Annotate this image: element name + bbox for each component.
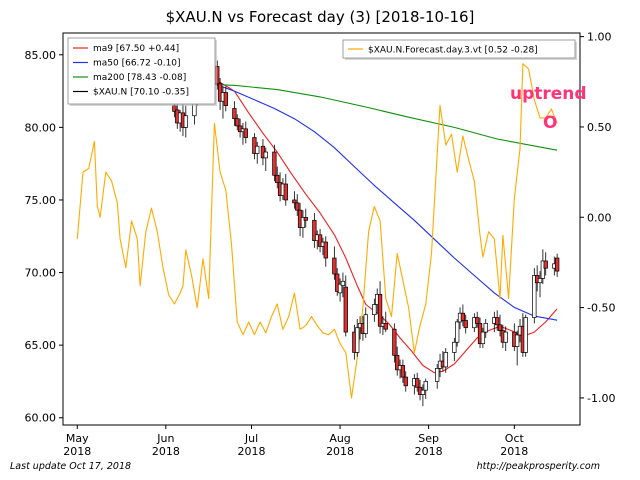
uptrend-annotation: uptrend <box>510 84 587 104</box>
x-tick-month-label: Oct <box>505 432 525 445</box>
x-tick-month-label: Jun <box>156 432 174 445</box>
candle-body <box>483 323 488 333</box>
forecast-legend-box <box>342 39 576 59</box>
candle-body <box>235 118 240 127</box>
candle-body <box>515 334 520 347</box>
legend-entry-label: ma200 [78.43 -0.08] <box>93 73 186 83</box>
x-tick-month-label: Aug <box>329 432 350 445</box>
ma50-line <box>214 83 558 321</box>
candle-body <box>495 317 500 326</box>
candle-body <box>252 137 257 154</box>
candle-body <box>312 219 317 241</box>
candle-body <box>255 145 260 154</box>
forecast-line <box>76 63 558 399</box>
legend-entry-label: ma50 [66.72 -0.10] <box>93 59 181 69</box>
candle-body <box>554 257 560 272</box>
candle-body <box>300 217 306 228</box>
y-left-tick-label: 75.00 <box>25 194 57 207</box>
candle-body <box>463 320 468 329</box>
candle-body <box>243 128 248 138</box>
x-tick-year-label: 2018 <box>415 445 443 458</box>
y-left-tick-label: 80.00 <box>25 121 57 134</box>
plot-frame <box>62 32 581 426</box>
candle-body <box>420 389 426 395</box>
candle-body <box>303 217 308 221</box>
candle-body <box>283 183 288 201</box>
legend-entry-label: $XAU.N [70.10 -0.35] <box>93 88 189 98</box>
axes-layer: 60.00 65.00 70.00 75.00 80.00 85.00 -1.00 -0.50… <box>25 31 616 458</box>
candle-body <box>540 260 546 279</box>
candle-body <box>232 108 237 120</box>
candle-body <box>377 293 383 327</box>
candle-body <box>383 323 388 330</box>
candle-body <box>480 331 486 345</box>
forecast-layer <box>76 63 558 399</box>
candle-body <box>295 202 300 211</box>
candle-body <box>537 278 543 284</box>
x-tick-month-label: May <box>66 432 89 445</box>
candle-body <box>335 273 340 292</box>
legend-entry-label: ma9 [67.50 +0.44] <box>93 44 179 54</box>
x-tick-year-label: 2018 <box>152 445 180 458</box>
candle-body <box>317 234 323 247</box>
candle-body <box>183 115 188 128</box>
candle-body <box>337 283 343 294</box>
candle-body <box>355 327 360 353</box>
candle-body <box>475 317 480 324</box>
ma200-line <box>191 83 558 151</box>
y-right-tick-label: -1.00 <box>587 392 615 405</box>
x-tick-month-label: Sep <box>418 432 439 445</box>
candle-body <box>435 368 440 382</box>
annotation-layer: uptrend O <box>510 84 587 133</box>
last-update-note: Last update Oct 17, 2018 <box>10 461 132 472</box>
candle-body <box>275 174 280 183</box>
y-right-tick-label: 0.00 <box>587 211 612 224</box>
candle-body <box>532 275 537 318</box>
candle-body <box>343 286 348 333</box>
candle-body <box>452 341 457 353</box>
y-left-tick-label: 65.00 <box>25 339 57 352</box>
candle-body <box>323 241 328 259</box>
x-tick-year-label: 2018 <box>500 445 528 458</box>
candle-body <box>460 312 466 321</box>
candle-body <box>415 378 420 388</box>
legend-layer: ma9 [67.50 +0.44] ma50 [66.72 -0.10] ma200… <box>67 37 577 106</box>
y-left-tick-label: 70.00 <box>25 267 57 280</box>
x-tick-year-label: 2018 <box>326 445 354 458</box>
x-tick-month-label: Jul <box>244 432 258 445</box>
candle-body <box>263 151 268 159</box>
candle-body <box>392 328 397 356</box>
candle-body <box>223 92 228 106</box>
legend-box <box>67 37 216 105</box>
y-left-tick-label: 85.00 <box>25 49 57 62</box>
candle-body <box>395 354 400 371</box>
chart-title: $XAU.N vs Forecast day (3) [2018-10-16] <box>165 8 475 26</box>
candle-body <box>523 317 528 353</box>
candle-body <box>332 257 337 275</box>
candle-body <box>292 199 297 204</box>
y-left-tick-label: 60.00 <box>25 412 57 425</box>
y-right-tick-label: 1.00 <box>587 31 612 44</box>
candle-body <box>340 280 346 286</box>
candle-body <box>363 314 368 334</box>
x-tick-year-label: 2018 <box>238 445 266 458</box>
candle-body <box>443 352 448 368</box>
candle-body <box>403 376 408 387</box>
y-right-tick-label: -0.50 <box>587 302 615 315</box>
candle-body <box>272 151 277 176</box>
candle-body <box>423 381 428 391</box>
candle-body <box>503 331 508 343</box>
uptrend-marker: O <box>543 113 557 133</box>
candle-body <box>497 324 503 331</box>
candle-body <box>543 260 548 269</box>
y-right-tick-label: 0.50 <box>587 121 612 134</box>
candle-body <box>400 365 406 378</box>
candle-body <box>372 304 377 316</box>
candle-body <box>455 321 460 343</box>
legend-entry-label: $XAU.N.Forecast.day.3.vt [0.52 -0.28] <box>368 46 538 56</box>
x-tick-year-label: 2018 <box>63 445 91 458</box>
source-url: http://peakprosperity.com <box>476 461 600 472</box>
